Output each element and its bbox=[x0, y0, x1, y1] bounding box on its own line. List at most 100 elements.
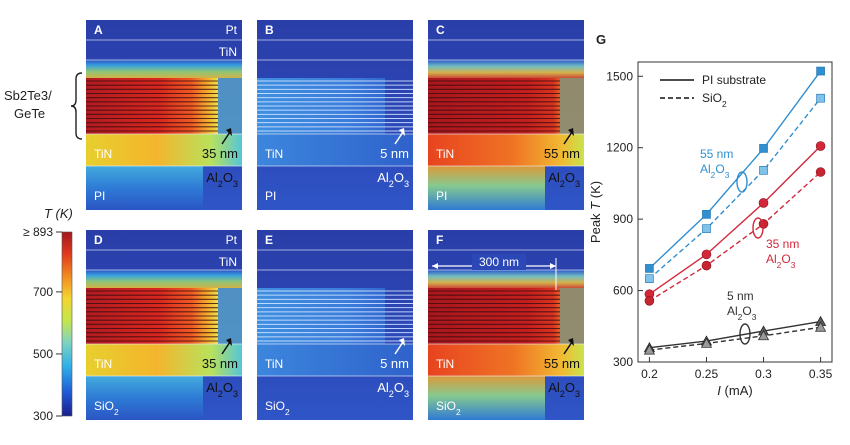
colorbar-tick-label: 700 bbox=[33, 285, 53, 299]
panel-d: D Pt TiN TiN SiO2 35 nm Al2O3 bbox=[86, 230, 242, 420]
annotation-oxide: Al2O3 bbox=[700, 162, 730, 180]
al2o3-label: Al2O3 bbox=[377, 170, 409, 189]
series-line bbox=[649, 145, 822, 295]
tin-bottom-electrode bbox=[86, 344, 242, 376]
superlattice-stripes bbox=[257, 290, 413, 342]
arrow-shaft bbox=[221, 131, 231, 145]
panel-letter: B bbox=[265, 23, 274, 37]
arrow-head bbox=[226, 128, 232, 136]
substrate-label: SiO2 bbox=[94, 399, 119, 417]
substrate-label: PI bbox=[436, 189, 447, 203]
tin-bottom-label: TiN bbox=[94, 357, 112, 371]
panel-letter: D bbox=[94, 233, 103, 247]
x-tick-label: 0.2 bbox=[641, 367, 658, 381]
data-point bbox=[700, 337, 713, 348]
data-point bbox=[815, 167, 826, 177]
data-point bbox=[643, 344, 656, 355]
data-point bbox=[701, 260, 712, 271]
superlattice-stripes bbox=[86, 290, 218, 342]
heat-halo-top bbox=[86, 270, 242, 288]
simulation-panels: A Pt TiN TiN PI 35 nm Al2O3 B TiN PI 5 nm Al2O3 C TiN… bbox=[86, 20, 584, 420]
y-tick-label: 600 bbox=[613, 284, 633, 298]
arrow-head bbox=[568, 338, 574, 346]
substrate-label: SiO2 bbox=[436, 399, 461, 417]
colorbar: T (K) ≥ 893 700 500 300 bbox=[23, 206, 73, 423]
superlattice-stripes bbox=[428, 80, 560, 132]
superlattice-stripes bbox=[86, 80, 218, 132]
arrow-shaft bbox=[394, 131, 404, 145]
al2o3-liner-heat bbox=[560, 78, 584, 134]
al2o3-label: Al2O3 bbox=[206, 170, 238, 189]
arrow-head bbox=[399, 338, 405, 346]
annotation-ring bbox=[752, 217, 764, 239]
data-point bbox=[757, 330, 770, 341]
arrow-head bbox=[399, 128, 405, 136]
al2o3-liner-heat bbox=[218, 288, 242, 344]
al2o3-label: Al2O3 bbox=[548, 380, 580, 399]
chart-axes: 0.2 0.25 0.3 0.35 300 600 900 1200 1500 bbox=[606, 69, 832, 381]
tin-bottom-electrode bbox=[86, 134, 242, 166]
chart-panel-letter: G bbox=[596, 32, 606, 47]
y-axis-label: Peak T (K) bbox=[588, 181, 603, 243]
annotation-thickness: 55 nm bbox=[700, 147, 733, 161]
al2o3-thickness-label: 35 nm bbox=[202, 146, 238, 161]
annotation-oxide: Al2O3 bbox=[727, 304, 757, 322]
data-point bbox=[645, 274, 654, 283]
tin-top-label: TiN bbox=[219, 255, 237, 269]
colorbar-tick-label: 500 bbox=[33, 347, 53, 361]
panel-c: C TiN PI 55 nm Al2O3 bbox=[428, 20, 584, 210]
arrow-shaft bbox=[221, 341, 231, 355]
al2o3-liner-heat bbox=[560, 288, 584, 344]
scale-bar-label: 300 nm bbox=[479, 255, 519, 269]
heat-halo-top bbox=[428, 270, 584, 288]
chart-markers bbox=[643, 66, 827, 355]
al2o3-thickness-label: 5 nm bbox=[380, 356, 409, 371]
x-tick-label: 0.25 bbox=[695, 367, 719, 381]
pt-label: Pt bbox=[226, 23, 238, 37]
series-line bbox=[649, 320, 821, 349]
heat-halo-top bbox=[86, 60, 242, 78]
panel-letter: F bbox=[436, 233, 443, 247]
tin-bottom-electrode bbox=[428, 134, 584, 166]
arrow-shaft bbox=[394, 341, 404, 355]
colorbar-ticks: ≥ 893 700 500 300 bbox=[23, 225, 62, 423]
annotation-oxide: Al2O3 bbox=[766, 252, 796, 270]
data-point bbox=[814, 321, 827, 332]
panel-letter: E bbox=[265, 233, 273, 247]
y-tick-label: 900 bbox=[613, 212, 633, 226]
substrate-heat bbox=[428, 166, 545, 210]
y-tick-label: 1200 bbox=[606, 141, 633, 155]
stack-label-line2: GeTe bbox=[14, 106, 45, 121]
tin-bottom-electrode bbox=[257, 134, 413, 166]
stack-label-line1: Sb2Te3/ bbox=[4, 88, 52, 103]
arrow-shaft bbox=[563, 341, 573, 355]
substrate-heat bbox=[86, 376, 203, 420]
stack-brace bbox=[70, 72, 83, 140]
panel-letter: A bbox=[94, 23, 103, 37]
x-tick-label: 0.3 bbox=[755, 367, 772, 381]
arrow-head bbox=[226, 338, 232, 346]
data-point bbox=[816, 66, 825, 76]
al2o3-label: Al2O3 bbox=[206, 380, 238, 399]
al2o3-thickness-label: 55 nm bbox=[544, 146, 580, 161]
annotation-ring bbox=[736, 171, 748, 193]
series-line bbox=[649, 171, 822, 302]
annotation-ring bbox=[739, 323, 751, 345]
tin-top-label: TiN bbox=[219, 45, 237, 59]
tin-bottom-label: TiN bbox=[265, 357, 283, 371]
data-point bbox=[701, 249, 712, 260]
data-point bbox=[815, 141, 826, 151]
data-point bbox=[759, 166, 768, 175]
data-point bbox=[702, 224, 711, 233]
al2o3-label: Al2O3 bbox=[548, 170, 580, 189]
tin-bottom-label: TiN bbox=[436, 147, 454, 161]
data-point bbox=[702, 210, 711, 219]
x-axis-label: I (mA) bbox=[717, 383, 752, 398]
al2o3-thickness-label: 35 nm bbox=[202, 356, 238, 371]
legend-label: PI substrate bbox=[702, 73, 766, 87]
al2o3-thickness-label: 55 nm bbox=[544, 356, 580, 371]
colorbar-scale bbox=[61, 231, 73, 417]
